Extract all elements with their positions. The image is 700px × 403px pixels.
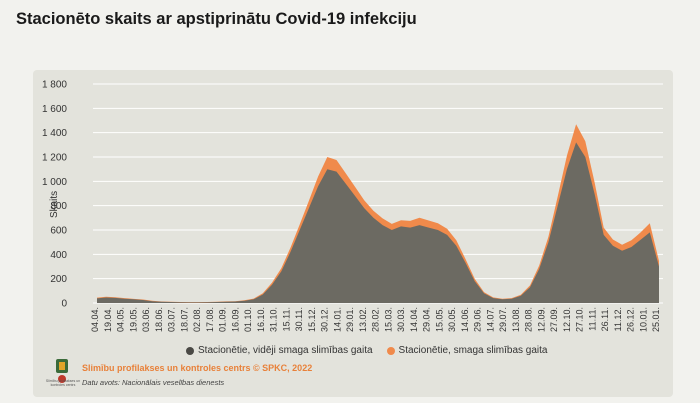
x-tick-label: 04.05. <box>116 307 126 332</box>
y-tick-label: 1 600 <box>42 104 67 115</box>
x-tick-label: 27.09. <box>549 307 559 332</box>
spkc-logo <box>56 359 68 383</box>
x-tick-label: 14.06. <box>460 307 470 332</box>
x-tick-label: 28.02. <box>371 307 381 332</box>
y-tick-label: 0 <box>61 299 67 310</box>
page-title: Stacionēto skaits ar apstiprinātu Covid-… <box>16 10 417 28</box>
x-tick-label: 18.06. <box>154 307 164 332</box>
y-tick-label: 200 <box>50 274 67 285</box>
x-tick-label: 14.04. <box>409 307 419 332</box>
x-tick-label: 31.10. <box>269 307 279 332</box>
copyright-credit: Slimību profilakses un kontroles centrs … <box>82 363 313 373</box>
chart-legend: Stacionētie, vidēji smaga slimības gaita… <box>186 345 556 356</box>
series-area-moderate <box>97 142 659 303</box>
x-tick-label: 30.05. <box>447 307 457 332</box>
x-tick-label: 29.01. <box>345 307 355 332</box>
x-tick-label: 15.12. <box>307 307 317 332</box>
x-tick-label: 16.09. <box>230 307 240 332</box>
x-tick-label: 14.07. <box>485 307 495 332</box>
x-tick-label: 13.08. <box>511 307 521 332</box>
x-tick-label: 30.03. <box>396 307 406 332</box>
x-tick-label: 10.01. <box>638 307 648 332</box>
x-tick-label: 26.12. <box>626 307 636 332</box>
x-tick-label: 11.12. <box>613 307 623 331</box>
x-tick-label: 19.05. <box>128 307 138 332</box>
x-tick-label: 30.12. <box>320 307 330 332</box>
x-tick-label: 26.11. <box>600 307 610 331</box>
x-tick-label: 17.08. <box>205 307 215 332</box>
legend-label-severe: Stacionētie, smaga slimības gaita <box>398 345 548 356</box>
y-tick-label: 1 800 <box>42 80 67 91</box>
x-tick-label: 29.04. <box>422 307 432 332</box>
x-tick-label: 11.11. <box>587 307 597 331</box>
y-axis-ticks: 0 200 400 600 800 1 000 1 200 1 400 1 600 1 800 <box>42 80 67 310</box>
y-tick-label: 800 <box>50 201 67 212</box>
x-tick-label: 01.09. <box>218 307 228 332</box>
x-tick-label: 14.01. <box>332 307 342 332</box>
x-tick-label: 12.09. <box>536 307 546 332</box>
x-tick-label: 25.01. <box>651 307 661 332</box>
x-tick-label: 02.08. <box>192 307 202 332</box>
x-tick-label: 15.03. <box>383 307 393 332</box>
x-axis-ticks: 04.04. 19.04. 04.05. 19.05. 03.06. 18.06. 03.0… <box>90 307 661 332</box>
legend-label-moderate: Stacionētie, vidēji smaga slimības gaita <box>198 345 373 356</box>
x-tick-label: 03.07. <box>167 307 177 332</box>
x-tick-label: 12.10. <box>562 307 572 332</box>
x-tick-label: 28.08. <box>524 307 534 332</box>
x-tick-label: 29.07. <box>498 307 508 332</box>
y-tick-label: 1 000 <box>42 177 67 188</box>
y-axis-label: Skaits <box>49 191 60 218</box>
legend-dot-moderate <box>186 346 194 355</box>
legend-item-moderate: Stacionētie, vidēji smaga slimības gaita <box>186 345 373 356</box>
x-tick-label: 15.11. <box>281 307 291 331</box>
x-tick-label: 03.06. <box>141 307 151 332</box>
legend-dot-severe <box>386 346 395 355</box>
x-tick-label: 30.11. <box>294 307 304 331</box>
y-tick-label: 400 <box>50 250 67 261</box>
x-tick-label: 01.10. <box>243 307 253 332</box>
x-tick-label: 04.04. <box>90 307 100 332</box>
y-tick-label: 1 400 <box>42 128 67 139</box>
x-tick-label: 19.04. <box>103 307 113 332</box>
x-tick-label: 15.05. <box>434 307 444 332</box>
y-tick-label: 1 200 <box>42 153 67 164</box>
legend-item-severe: Stacionētie, smaga slimības gaita <box>386 345 548 356</box>
x-tick-label: 18.07. <box>179 307 189 332</box>
data-source: Datu avots: Nacionālais veselības dienes… <box>82 378 225 387</box>
x-tick-label: 27.10. <box>575 307 585 332</box>
covid-hospitalization-chart: 0 200 400 600 800 1 000 1 200 1 400 1 600 1 800 0… <box>42 80 663 332</box>
x-tick-label: 16.10. <box>256 307 266 332</box>
x-tick-label: 13.02. <box>358 307 368 332</box>
area-series <box>97 124 659 303</box>
logo-caption: Slimību profilakses un kontroles centrs <box>45 379 81 387</box>
y-tick-label: 600 <box>50 226 67 237</box>
x-tick-label: 29.06. <box>473 307 483 332</box>
